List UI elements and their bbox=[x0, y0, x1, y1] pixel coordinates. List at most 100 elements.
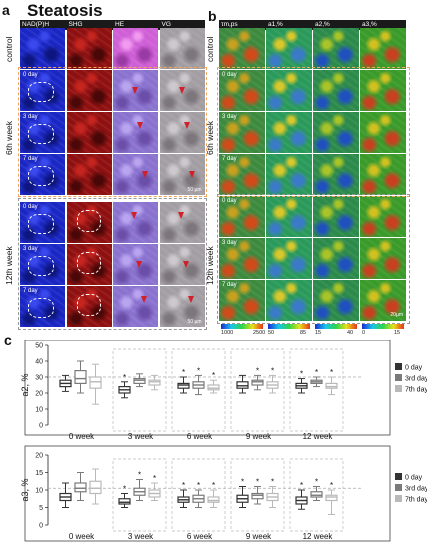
panel-a-cell-r2-c3 bbox=[159, 112, 205, 153]
chart-1-xlabel-0: 0 week bbox=[69, 532, 95, 541]
chart-0-significance-star-1-0: * bbox=[123, 373, 126, 382]
panel-a-cell-r2-c0: 3 day bbox=[20, 112, 65, 153]
panel-a-cell-r2-c1 bbox=[66, 112, 112, 153]
panel-a-lesion-outline bbox=[28, 124, 54, 144]
chart-0-ylabel: a2, % bbox=[20, 373, 30, 396]
chart-1-xlabel-1: 3 week bbox=[128, 532, 154, 541]
panel-a-cell-r6-c0: 7 day bbox=[20, 286, 65, 327]
panel-b-cell-r5-c2 bbox=[313, 238, 359, 279]
chart-0-significance-star-3-1: * bbox=[256, 366, 259, 375]
chart-0-ytick-label-2: 20 bbox=[35, 391, 43, 398]
panel-b-cell-r5-c0: 3 day bbox=[219, 238, 265, 279]
panel-b-cell-r4-c2 bbox=[313, 196, 359, 237]
chart-0-group-box-4 bbox=[289, 348, 344, 432]
panel-a-day-label: 7 day bbox=[23, 288, 38, 294]
chart-0-xlabel-2: 6 week bbox=[187, 432, 213, 441]
panel-b-letter: b bbox=[208, 8, 217, 24]
panel-a-cell-r4-c1 bbox=[66, 202, 112, 243]
chart-1-ytick-label-1: 5 bbox=[39, 505, 43, 512]
chart-1-legend-label-0: 0 day bbox=[405, 475, 423, 482]
panel-b-row-label-control: control bbox=[205, 36, 215, 62]
chart-0-box-1-2 bbox=[148, 379, 161, 386]
chart-1-group-box-1 bbox=[112, 458, 167, 532]
panel-a-lesion-outline bbox=[28, 256, 54, 276]
chart-0-significance-star-3-2: * bbox=[271, 366, 274, 375]
panel-a-cell-r6-c1 bbox=[66, 286, 112, 327]
panel-a-lesion-outline-shg bbox=[76, 252, 101, 274]
panel-a-cell-r4-c0: 0 day bbox=[20, 202, 65, 243]
panel-a-cell-r4-c3 bbox=[159, 202, 205, 243]
panel-b-colorbar-min-0: 1000 bbox=[221, 330, 234, 336]
panel-b-cell-r0-c0 bbox=[219, 28, 265, 69]
panel-b-colorbar-max-2: 40 bbox=[347, 330, 354, 336]
panel-a-title: Steatosis bbox=[27, 1, 103, 20]
panel-a-cell-r4-c2 bbox=[113, 202, 158, 243]
chart-0-significance-star-4-0: * bbox=[300, 370, 303, 379]
panel-a-lesion-outline-shg bbox=[76, 294, 101, 316]
panel-a-cell-r1-c1 bbox=[66, 70, 112, 111]
panel-a-cell-r1-c2 bbox=[113, 70, 158, 111]
panel-a-red-arrow bbox=[178, 87, 185, 94]
panel-a-red-arrow bbox=[183, 122, 190, 129]
chart-1-significance-star-4-0: * bbox=[300, 481, 303, 490]
chart-1-ytick-label-0: 0 bbox=[39, 523, 43, 530]
panel-b-cell-r4-c1 bbox=[266, 196, 312, 237]
panel-b-colorbar-1 bbox=[268, 324, 310, 329]
panel-a-header-3: VG bbox=[161, 21, 171, 28]
chart-1-box-0-1 bbox=[74, 482, 87, 493]
panel-a-scale-label: 50 µm bbox=[187, 187, 202, 193]
panel-a-scale-label: 50 µm bbox=[187, 319, 202, 325]
panel-a-row-label-control: control bbox=[4, 36, 14, 62]
chart-0-significance-star-2-1: * bbox=[197, 366, 200, 375]
panel-b-header-3: a3,% bbox=[362, 21, 377, 28]
chart-0-ytick-label-5: 50 bbox=[35, 343, 43, 350]
panel-a-header-1: SHG bbox=[68, 21, 83, 28]
panel-a-lesion-outline bbox=[28, 82, 54, 102]
panel-a-red-arrow bbox=[177, 212, 184, 219]
chart-0-box-3-0 bbox=[236, 381, 249, 389]
panel-a-cell-r5-c3 bbox=[159, 244, 205, 285]
panel-b-cell-r0-c3 bbox=[360, 28, 406, 69]
chart-1-significance-star-4-1: * bbox=[315, 478, 318, 487]
panel-a-day-label: 0 day bbox=[23, 204, 38, 210]
chart-1-xlabel-2: 6 week bbox=[187, 532, 213, 541]
panel-b-cell-r6-c3: 20µm bbox=[360, 280, 406, 321]
panel-a-red-arrow bbox=[132, 87, 138, 94]
chart-0-group-box-2 bbox=[171, 348, 226, 432]
chart-0-ytick-label-3: 30 bbox=[35, 375, 43, 382]
chart-0-frame bbox=[24, 340, 391, 436]
chart-0-box-2-0 bbox=[177, 382, 190, 389]
chart-0-box-1-1 bbox=[133, 377, 146, 384]
panel-b-cell-r3-c3 bbox=[360, 154, 406, 195]
panel-a-lesion-outline bbox=[28, 214, 54, 234]
chart-0-box-4-2 bbox=[325, 382, 338, 389]
panel-a-6week-frame bbox=[18, 67, 207, 197]
panel-b-header-2: a2,% bbox=[315, 21, 330, 28]
chart-0-group-box-1 bbox=[112, 348, 167, 432]
panel-a-header-2: HE bbox=[115, 21, 125, 28]
chart-0-group-box-3 bbox=[230, 348, 285, 432]
panel-b-cell-r1-c1 bbox=[266, 70, 312, 111]
panel-b-cell-r1-c2 bbox=[313, 70, 359, 111]
chart-0-significance-star-4-2: * bbox=[330, 368, 333, 377]
chart-0-xlabel-3: 9 week bbox=[246, 432, 272, 441]
chart-1-significance-star-3-2: * bbox=[271, 478, 274, 487]
panel-a-cell-r5-c2 bbox=[113, 244, 158, 285]
panel-b-cell-r6-c1 bbox=[266, 280, 312, 321]
chart-1-frame bbox=[24, 445, 391, 542]
chart-1-box-4-1 bbox=[310, 491, 323, 498]
panel-b-cell-r3-c1 bbox=[266, 154, 312, 195]
panel-a-cell-r3-c0: 7 day bbox=[20, 154, 65, 195]
panel-a-red-arrow bbox=[141, 296, 147, 303]
chart-1-significance-star-2-2: * bbox=[212, 481, 215, 490]
chart-0-legend-label-1: 3rd day bbox=[405, 376, 427, 383]
panel-b-cell-r2-c0: 3 day bbox=[219, 112, 265, 153]
panel-a-header-0: NAD(P)H bbox=[22, 21, 50, 28]
panel-a-red-arrow bbox=[188, 171, 195, 178]
panel-b-header-band bbox=[219, 20, 406, 30]
chart-1-legend-swatch-0 bbox=[395, 473, 402, 480]
chart-1-significance-star-1-1: * bbox=[138, 471, 141, 480]
panel-a-cell-r6-c3: 50 µm bbox=[159, 286, 205, 327]
panel-b-cell-r5-c1 bbox=[266, 238, 312, 279]
